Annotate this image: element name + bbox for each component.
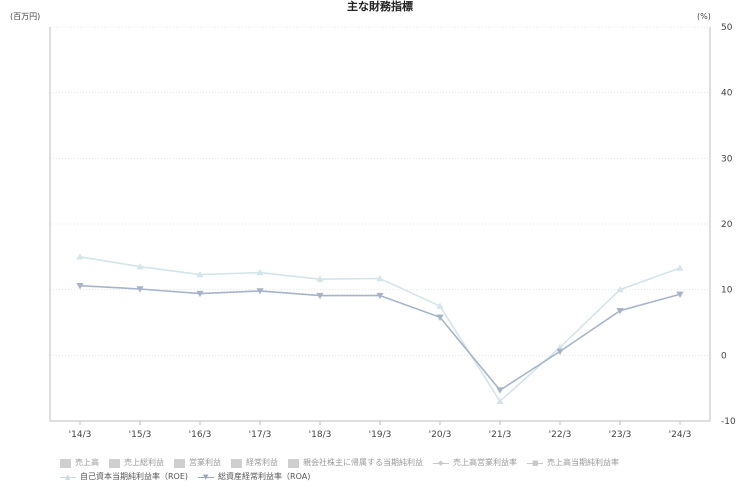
data-point — [616, 307, 624, 315]
data-point — [556, 348, 564, 355]
data-point — [376, 292, 384, 300]
x-tick-label: '23/3 — [609, 430, 632, 440]
legend-label: 経常利益 — [246, 458, 278, 467]
legend-label: 営業利益 — [189, 458, 221, 467]
right-tick-label: 30 — [721, 154, 733, 164]
x-tick-label: '15/3 — [129, 430, 152, 440]
legend-swatch: ■ — [527, 459, 543, 468]
right-tick-label: 20 — [721, 220, 733, 230]
legend-swatch — [109, 458, 120, 468]
legend-item-roa[interactable]: ▼ 総資産経常利益率（ROA) — [198, 470, 310, 484]
legend-item-net-margin[interactable]: ■ 売上高当期純利益率 — [527, 456, 619, 470]
chart-title: 主な財務指標 — [347, 0, 413, 13]
legend-item-roe[interactable]: ▲ 自己資本当期純利益率（ROE) — [60, 470, 188, 484]
legend-label: 売上高営業利益率 — [453, 458, 517, 467]
legend-label: 親会社株主に帰属する当期純利益 — [303, 458, 423, 467]
series-line — [79, 284, 681, 392]
x-tick-label: '14/3 — [69, 430, 92, 440]
axes — [49, 27, 711, 425]
x-tick-label: '22/3 — [549, 430, 572, 440]
right-tick-label: 10 — [721, 286, 733, 296]
legend-label: 自己資本当期純利益率（ROE) — [80, 472, 189, 481]
data-point — [196, 270, 204, 278]
legend-swatch: ▼ — [198, 473, 215, 482]
legend-item-operating-margin[interactable]: ◆ 売上高営業利益率 — [433, 456, 517, 470]
data-point — [196, 290, 204, 298]
x-tick-label: '19/3 — [369, 430, 392, 440]
x-tick-label: '20/3 — [429, 430, 452, 440]
x-tick-label: '24/3 — [669, 430, 692, 440]
data-point — [556, 343, 564, 351]
left-unit-label: (百万円) — [10, 12, 40, 21]
legend-swatch: ▲ — [60, 473, 76, 482]
legend-swatch — [60, 458, 71, 468]
series-roa — [76, 283, 684, 394]
legend-label: 売上総利益 — [124, 458, 164, 467]
right-unit-label: (%) — [697, 12, 711, 21]
data-point — [676, 291, 684, 298]
data-point — [256, 268, 264, 276]
legend: 売上高 売上総利益 営業利益 経常利益 親会社株主に帰属する当期純利益 ◆ 売上… — [60, 456, 740, 484]
data-point — [376, 274, 384, 282]
legend-label: 総資産経常利益率（ROA) — [218, 472, 311, 481]
right-tick-label: 40 — [721, 89, 733, 99]
data-point — [676, 264, 684, 271]
legend-swatch — [231, 458, 242, 468]
right-tick-label: -10 — [721, 417, 736, 427]
x-tick-label: '21/3 — [489, 430, 512, 440]
right-tick-label: 50 — [721, 23, 733, 33]
legend-swatch — [174, 458, 185, 468]
data-point — [496, 397, 504, 404]
gridlines — [50, 26, 710, 356]
legend-item-net-income[interactable]: 親会社株主に帰属する当期純利益 — [288, 456, 423, 470]
legend-item-sales[interactable]: 売上高 — [60, 456, 99, 470]
data-point — [76, 253, 84, 260]
data-point — [256, 288, 264, 295]
legend-item-gross-profit[interactable]: 売上総利益 — [109, 456, 164, 470]
data-point — [136, 263, 144, 270]
tick-labels: 50 40 30 20 10 0 -10 '14/3 '15/3 '16/3 '17/3 '18/3 '… — [69, 23, 736, 440]
series-roe — [76, 253, 684, 404]
legend-swatch — [288, 458, 299, 468]
data-point — [616, 286, 624, 293]
data-point — [436, 314, 444, 321]
legend-row-2: ▲ 自己資本当期純利益率（ROE) ▼ 総資産経常利益率（ROA) — [60, 470, 740, 484]
legend-swatch: ◆ — [433, 459, 449, 468]
legend-item-operating-profit[interactable]: 営業利益 — [174, 456, 221, 470]
x-tick-label: '17/3 — [249, 430, 272, 440]
data-point — [316, 275, 324, 282]
data-point — [76, 283, 84, 290]
legend-label: 売上高当期純利益率 — [547, 458, 619, 467]
data-point — [496, 387, 504, 394]
legend-row-1: 売上高 売上総利益 営業利益 経常利益 親会社株主に帰属する当期純利益 ◆ 売上… — [60, 456, 740, 470]
right-tick-label: 0 — [721, 351, 727, 361]
series-lines — [76, 253, 684, 404]
data-point — [436, 302, 444, 309]
x-tick-label: '18/3 — [309, 430, 332, 440]
legend-item-ordinary-profit[interactable]: 経常利益 — [231, 456, 278, 470]
data-point — [316, 292, 324, 300]
data-point — [136, 286, 144, 293]
legend-label: 売上高 — [75, 458, 99, 467]
x-tick-label: '16/3 — [189, 430, 212, 440]
